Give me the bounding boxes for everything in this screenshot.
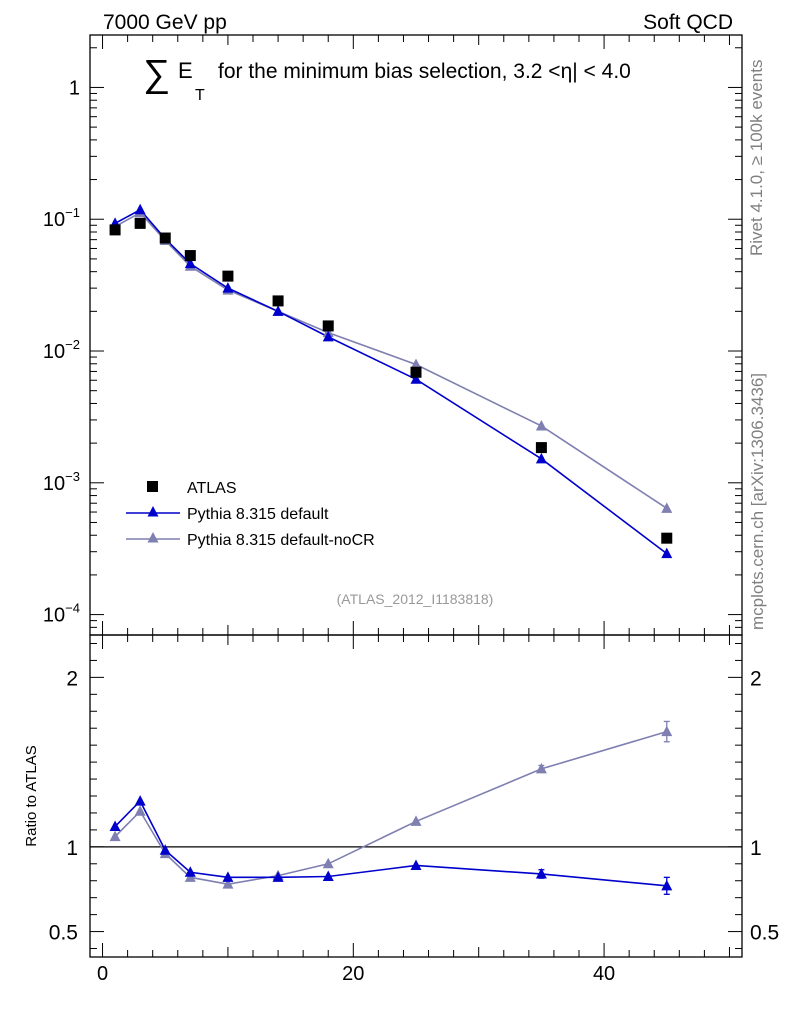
- main-y-tick-label: 1: [69, 77, 80, 99]
- main-y-tick-label: 10−2: [43, 337, 80, 363]
- rivet-side-label: Rivet 4.1.0, ≥ 100k events: [747, 59, 766, 256]
- main-atlas-point: [535, 442, 547, 454]
- main-atlas-point: [410, 366, 422, 378]
- main-nocr-point: [410, 358, 422, 370]
- legend-atlas-label: ATLAS: [187, 480, 237, 497]
- main-default-point: [272, 305, 284, 316]
- ratio-default-point: [322, 870, 334, 881]
- ratio-nocr-line: [114, 730, 667, 885]
- main-atlas-point: [222, 270, 234, 282]
- main-nocr-point: [661, 502, 673, 513]
- ratio-axes: 0 20 40 2 2 1 1 0.5 0.5: [49, 635, 779, 985]
- ratio-y-label: Ratio to ATLAS: [23, 745, 40, 846]
- legend-default-label: Pythia 8.315 default: [187, 506, 329, 523]
- main-atlas-point: [184, 250, 196, 262]
- legend-nocr-marker: [147, 532, 159, 543]
- ratio-default-point: [410, 859, 422, 870]
- main-atlas-point: [272, 295, 284, 307]
- main-nocr-line: [114, 211, 668, 510]
- ratio-default-point: [535, 867, 547, 879]
- main-y-tick-label: 10−1: [43, 205, 80, 231]
- main-atlas-point: [322, 320, 334, 332]
- ratio-nocr-point: [535, 762, 547, 774]
- main-atlas-point: [159, 232, 171, 244]
- main-default-point: [322, 330, 334, 342]
- main-atlas-point: [109, 224, 121, 236]
- ratio-x-tick-label: 40: [593, 963, 615, 985]
- ratio-default-point: [134, 795, 146, 806]
- main-data: [109, 203, 673, 559]
- ratio-default-point: [272, 871, 284, 882]
- main-default-line: [114, 208, 668, 555]
- ratio-nocr-point: [410, 815, 422, 826]
- title-t-subscript: T: [195, 87, 205, 104]
- ratio-y-tick-label: 2: [66, 667, 78, 690]
- ratio-y-tick-label: 0.5: [49, 922, 78, 945]
- ratio-y-tick-label-right: 0.5: [750, 922, 779, 945]
- legend-default-marker: [147, 506, 159, 517]
- ratio-y-tick-label: 1: [66, 837, 78, 860]
- ratio-y-tick-label-right: 2: [750, 667, 762, 690]
- ratio-default-point: [222, 871, 234, 882]
- main-atlas-point: [661, 532, 673, 544]
- main-default-point: [661, 547, 673, 559]
- ratio-x-tick-label: 0: [97, 963, 108, 985]
- main-y-tick-label: 10−4: [43, 601, 80, 627]
- main-default-point: [134, 203, 146, 215]
- main-default-point: [184, 257, 196, 269]
- ratio-default-point: [184, 866, 196, 877]
- ratio-nocr-point: [322, 857, 334, 869]
- title-sum-symbol: ∑: [143, 53, 170, 95]
- ratio-data: [109, 720, 673, 895]
- title-text: for the minimum bias selection, 3.2 <η| …: [218, 60, 631, 83]
- main-default-point: [222, 282, 234, 293]
- header-energy: 7000 GeV pp: [103, 11, 227, 34]
- main-axes: 1 10−1 10−2 10−3 10−4: [43, 35, 742, 636]
- legend-nocr-label: Pythia 8.315 default-noCR: [187, 532, 375, 549]
- header-category: Soft QCD: [643, 11, 733, 34]
- ratio-default-line: [114, 799, 667, 887]
- ratio-nocr-point: [134, 805, 146, 816]
- main-default-point: [410, 373, 422, 384]
- main-nocr-point: [535, 419, 547, 431]
- legend: ATLAS Pythia 8.315 default Pythia 8.315 …: [126, 480, 375, 549]
- main-default-point: [535, 452, 547, 464]
- ratio-default-point: [661, 879, 673, 891]
- main-y-tick-label: 10−3: [43, 469, 80, 495]
- ratio-x-tick-label: 20: [342, 963, 364, 985]
- ratio-nocr-point: [661, 725, 673, 737]
- ratio-panel-frame: [89, 634, 743, 958]
- ratio-default-point: [159, 844, 171, 855]
- ratio-default-point: [109, 820, 121, 832]
- analysis-tag: (ATLAS_2012_I1183818): [337, 591, 494, 607]
- ratio-y-tick-label-right: 1: [750, 837, 762, 860]
- mcplots-side-label: mcplots.cern.ch [arXiv:1306.3436]: [748, 372, 767, 630]
- ratio-nocr-point: [222, 878, 234, 889]
- title-e: E: [178, 58, 193, 83]
- legend-atlas-marker: [147, 481, 158, 492]
- ratio-nocr-point: [109, 830, 121, 842]
- main-atlas-point: [134, 217, 146, 229]
